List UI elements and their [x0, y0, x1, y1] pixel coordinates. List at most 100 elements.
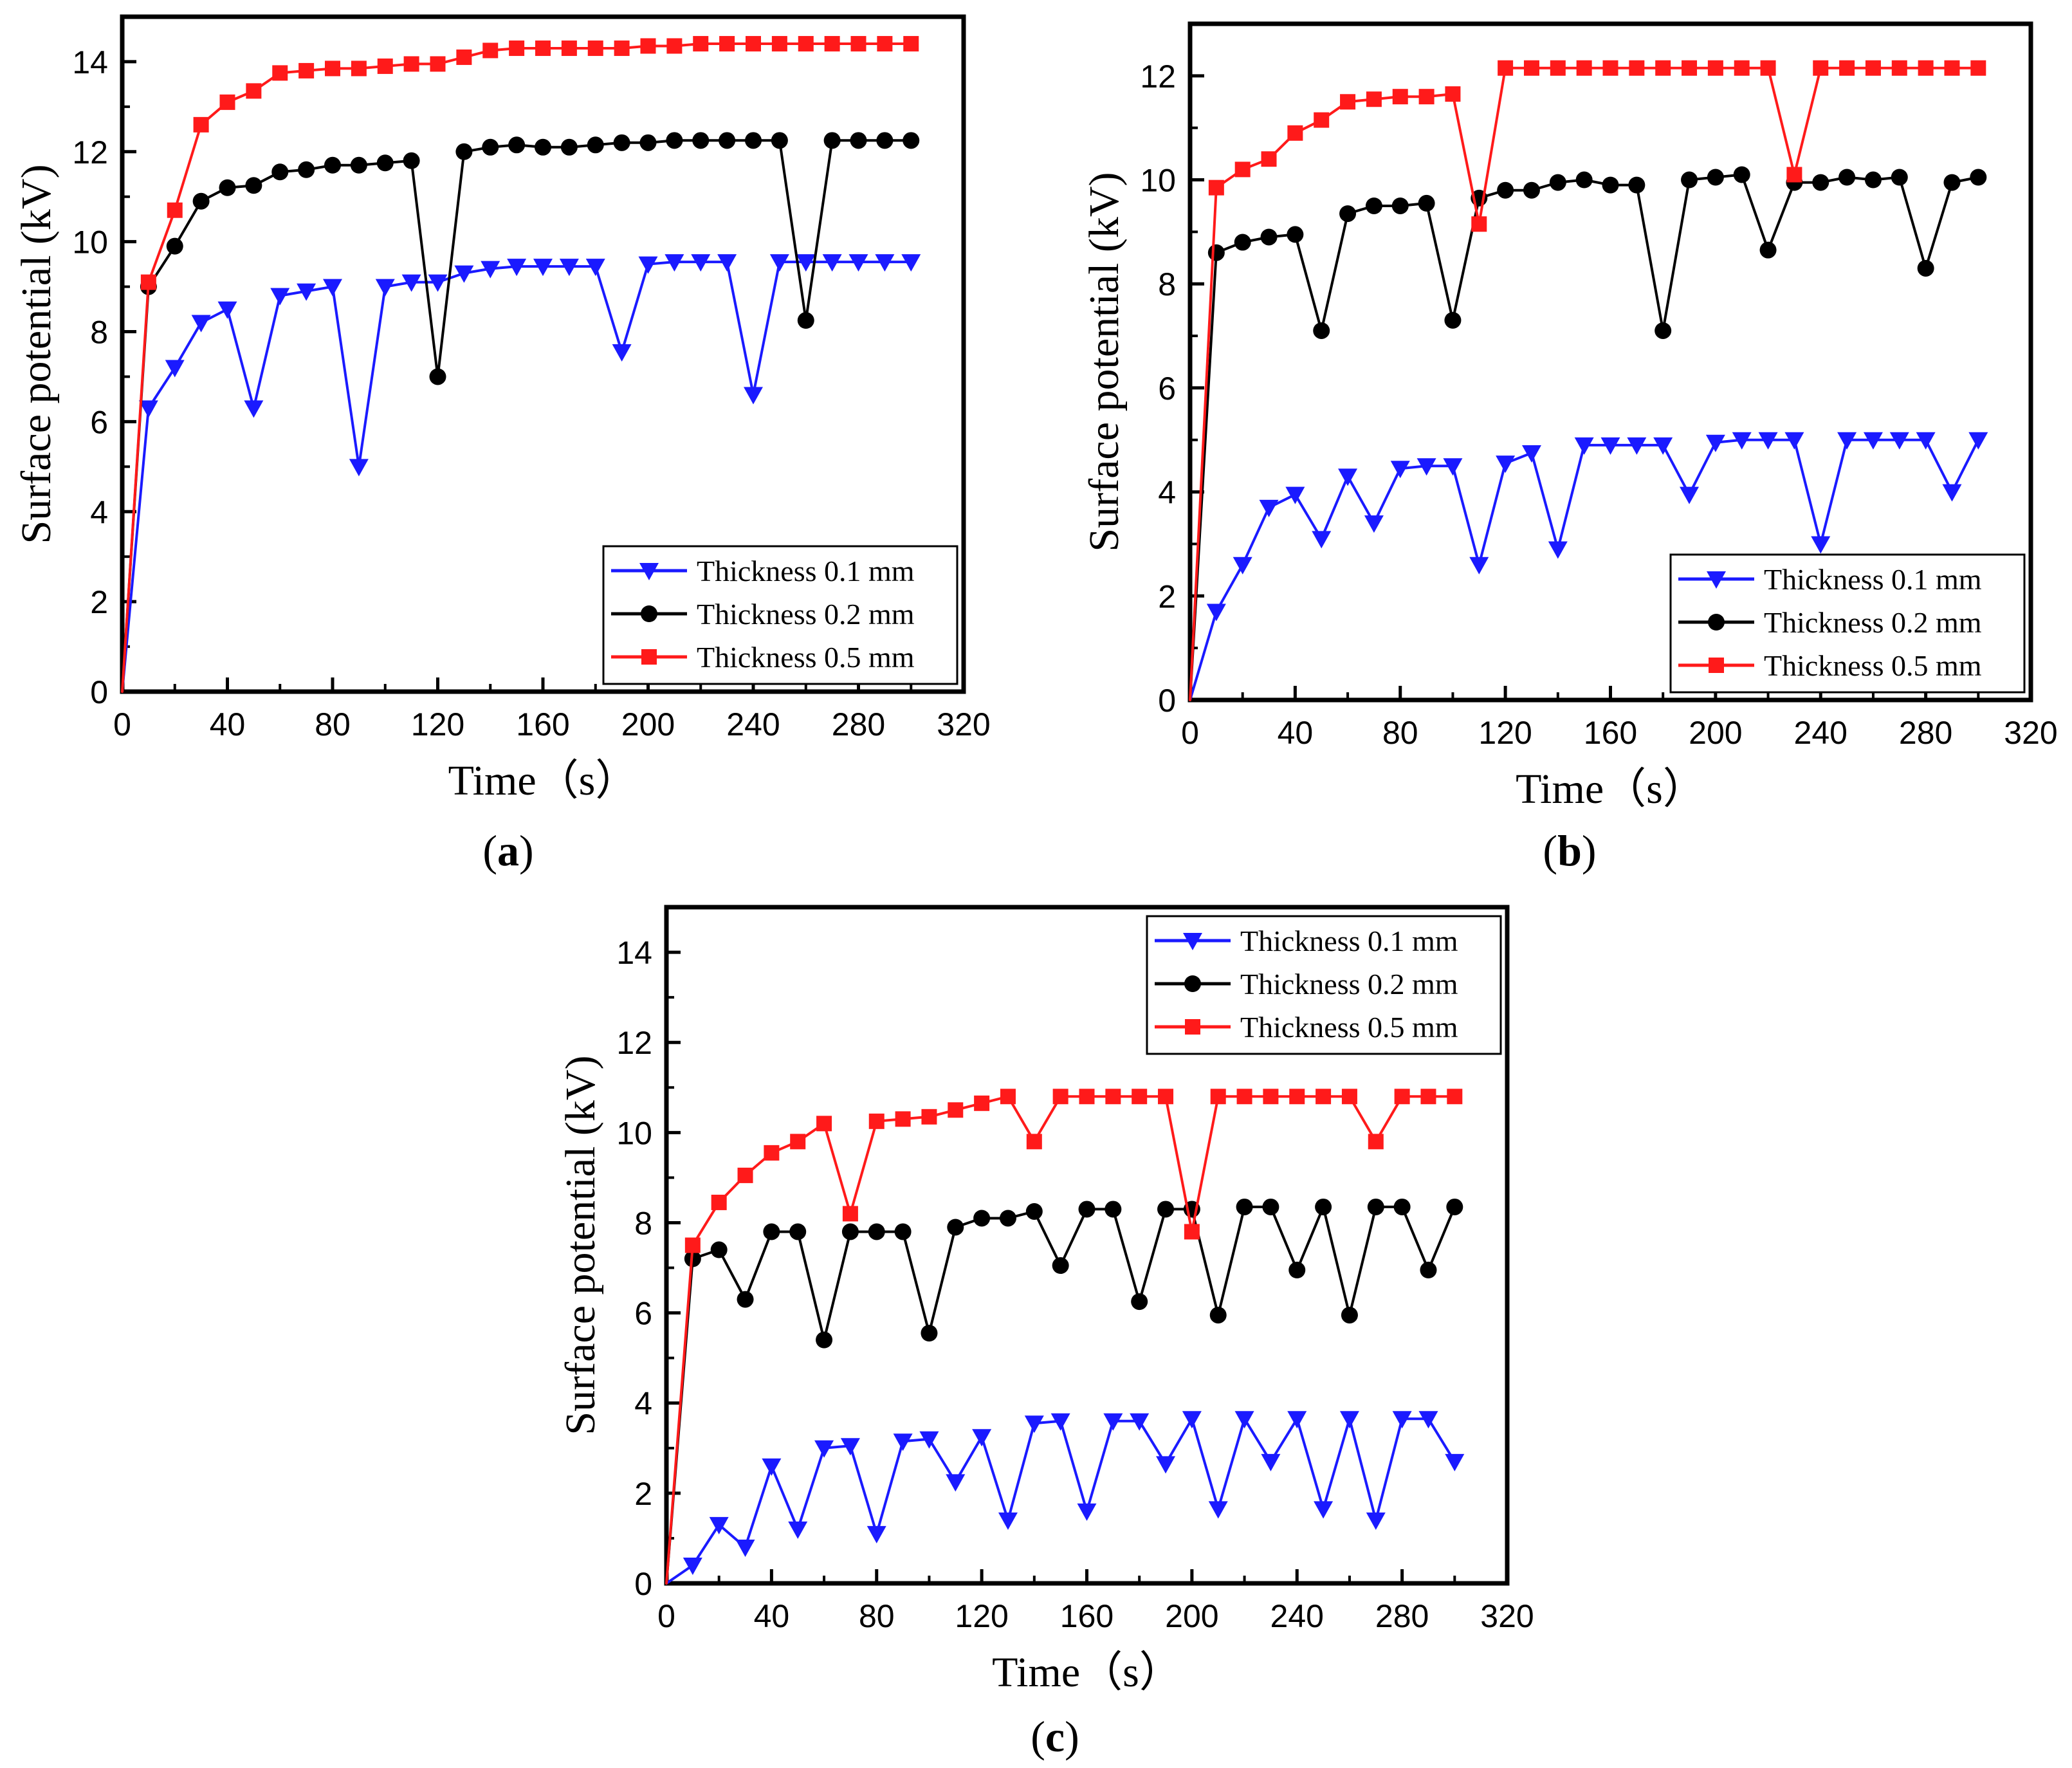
legend-label: Thickness 0.2 mm — [1240, 968, 1458, 1000]
data-point — [850, 132, 867, 149]
data-point — [1576, 60, 1592, 76]
data-point — [1209, 1307, 1227, 1324]
data-point — [1392, 89, 1408, 105]
data-point — [1497, 181, 1514, 199]
data-point — [1052, 1089, 1068, 1105]
data-point — [533, 259, 553, 277]
y-tick-label: 14 — [616, 935, 652, 971]
data-point — [585, 259, 605, 277]
data-point — [140, 274, 156, 290]
data-point — [814, 1440, 834, 1458]
data-point — [1263, 1089, 1279, 1105]
data-point — [666, 132, 683, 149]
data-point — [824, 35, 840, 51]
data-point — [1784, 432, 1804, 450]
data-point — [788, 1521, 808, 1539]
data-point — [1234, 161, 1251, 178]
data-point — [1574, 437, 1594, 455]
data-point — [193, 116, 209, 133]
data-point — [1208, 1501, 1228, 1519]
x-tick-label: 0 — [1181, 715, 1199, 751]
data-point — [1420, 1089, 1436, 1105]
data-point — [1498, 60, 1514, 76]
data-point — [377, 58, 393, 74]
data-point — [737, 1167, 753, 1183]
data-point — [1760, 60, 1776, 76]
y-tick-label: 8 — [634, 1205, 652, 1241]
data-point — [1918, 60, 1934, 76]
data-point — [1863, 432, 1883, 450]
data-point — [683, 1557, 702, 1575]
data-point — [1130, 1413, 1150, 1431]
data-point — [763, 1223, 780, 1240]
y-tick-label: 8 — [90, 315, 108, 351]
series-3 — [1189, 60, 1986, 701]
data-point — [535, 40, 551, 56]
data-point — [901, 254, 921, 272]
y-tick-label: 6 — [1158, 371, 1176, 407]
data-point — [1314, 112, 1330, 128]
data-point — [789, 1223, 807, 1240]
y-tick-label: 12 — [616, 1025, 652, 1061]
legend-marker — [1185, 1019, 1200, 1035]
data-point — [998, 1512, 1018, 1530]
data-point — [876, 132, 894, 149]
legend-item: Thickness 0.1 mm — [611, 555, 915, 587]
data-point — [1234, 1411, 1254, 1429]
data-point — [1368, 1134, 1384, 1150]
data-point — [1550, 60, 1566, 76]
y-tick-label: 10 — [1140, 163, 1176, 199]
data-point — [1418, 194, 1435, 212]
data-point — [298, 161, 315, 178]
y-tick-label: 14 — [72, 44, 108, 80]
data-point — [745, 132, 762, 149]
data-point — [613, 134, 630, 151]
x-tick-label: 320 — [1480, 1598, 1534, 1634]
data-point — [866, 1525, 886, 1543]
data-point — [692, 132, 710, 149]
data-point — [1416, 458, 1436, 476]
legend-label: Thickness 0.5 mm — [1240, 1011, 1458, 1044]
data-point — [219, 94, 235, 110]
series-1 — [665, 1411, 1465, 1585]
data-point — [166, 237, 183, 255]
data-point — [1968, 432, 1988, 450]
data-point — [875, 254, 895, 272]
data-point — [1418, 1411, 1438, 1429]
x-tick-label: 40 — [754, 1598, 790, 1634]
data-point — [709, 1516, 729, 1534]
panel-a: 0 40 80 120 160 200 240 280 320 0 2 4 6 8 10 12 14 Time（s… — [13, 14, 991, 875]
data-point — [403, 152, 420, 169]
data-point — [1365, 197, 1382, 214]
legend-marker — [1184, 975, 1201, 992]
data-point — [638, 256, 658, 274]
data-point — [711, 1194, 727, 1210]
data-point — [1443, 458, 1463, 476]
data-point — [797, 312, 814, 329]
data-point — [1600, 437, 1620, 455]
y-tick-label: 4 — [634, 1386, 652, 1422]
data-point — [665, 254, 684, 272]
x-tick-label: 120 — [1478, 715, 1532, 751]
legend-marker — [641, 605, 657, 622]
data-point — [1447, 1089, 1463, 1105]
data-point — [1315, 1198, 1332, 1215]
data-point — [509, 40, 525, 56]
data-point — [1680, 486, 1700, 504]
data-point — [850, 35, 866, 51]
x-tick-label: 200 — [1689, 715, 1742, 751]
y-tick-label: 12 — [1140, 59, 1176, 95]
data-point — [271, 163, 289, 181]
data-point — [719, 35, 735, 51]
data-point — [1944, 60, 1960, 76]
data-point — [1131, 1293, 1148, 1311]
data-point — [1837, 432, 1857, 450]
data-point — [1602, 60, 1618, 76]
legend-label: Thickness 0.5 mm — [1764, 649, 1982, 682]
x-axis-title: Time（s） — [1516, 766, 1705, 813]
data-point — [893, 1433, 913, 1451]
data-point — [1079, 1089, 1095, 1105]
data-point — [270, 288, 290, 306]
data-point — [1078, 1201, 1096, 1218]
y-tick-label: 2 — [634, 1476, 652, 1512]
